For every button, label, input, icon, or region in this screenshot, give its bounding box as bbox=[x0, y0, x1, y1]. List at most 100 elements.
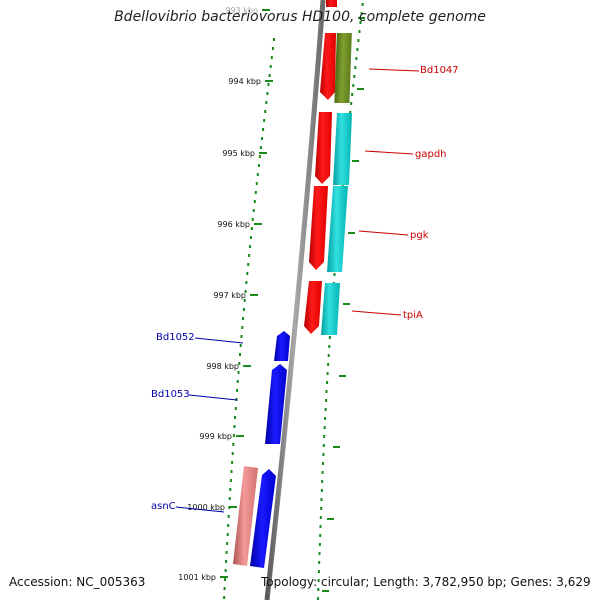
scale-dot bbox=[255, 182, 258, 185]
scale-dot bbox=[269, 65, 272, 68]
scale-tick-label: 996 kbp bbox=[217, 220, 250, 229]
gene-bd1047-arrow[interactable] bbox=[320, 33, 336, 100]
outer-dot bbox=[360, 12, 363, 15]
outer-dot bbox=[317, 588, 320, 591]
scale-tick-label: 998 kbp bbox=[206, 362, 239, 371]
scale-dot bbox=[265, 101, 268, 104]
scale-tick bbox=[265, 80, 273, 82]
leader-line-pgk bbox=[358, 230, 409, 236]
scale-dot bbox=[224, 569, 227, 572]
scale-dot bbox=[261, 137, 263, 140]
scale-dot bbox=[267, 83, 270, 86]
leader-line-bd1053 bbox=[188, 394, 238, 401]
outer-dot bbox=[350, 102, 353, 105]
gene-label-bd1053[interactable]: Bd1053 bbox=[151, 389, 190, 400]
gene-asnc-arrow[interactable] bbox=[250, 469, 276, 568]
outer-dot bbox=[318, 561, 321, 564]
outer-dot bbox=[318, 543, 321, 546]
outer-dot bbox=[323, 435, 326, 438]
gene-bd1052-arrow[interactable] bbox=[274, 331, 290, 361]
scale-dot bbox=[242, 308, 245, 311]
scale-dot bbox=[234, 416, 237, 419]
scale-dot bbox=[271, 47, 274, 50]
leader-line-bd1047 bbox=[368, 68, 420, 72]
gene-pgk-track bbox=[327, 186, 348, 272]
outer-dot bbox=[328, 345, 331, 348]
scale-dot bbox=[227, 524, 230, 527]
gene-label-pgk[interactable]: pgk bbox=[410, 230, 429, 241]
scale-dot bbox=[240, 335, 243, 338]
scale-dot bbox=[229, 488, 232, 491]
outer-tick bbox=[358, 17, 365, 19]
gene-bd1053-arrow[interactable] bbox=[265, 364, 287, 444]
outer-dot bbox=[317, 570, 320, 573]
outer-dot bbox=[349, 111, 352, 114]
scale-dot bbox=[248, 254, 251, 257]
scale-dot bbox=[239, 353, 241, 356]
outer-dot bbox=[358, 30, 361, 33]
outer-dot bbox=[322, 462, 324, 465]
outer-tick bbox=[322, 590, 329, 592]
scale-dot bbox=[268, 74, 271, 77]
outer-dot bbox=[320, 489, 323, 492]
outer-tick bbox=[348, 232, 355, 234]
gene-bd1047-track bbox=[334, 33, 352, 103]
scale-dot bbox=[243, 299, 246, 302]
outer-dot bbox=[353, 75, 356, 78]
scale-tick bbox=[262, 9, 270, 11]
outer-dot bbox=[326, 381, 329, 384]
gene-label-bd1047[interactable]: Bd1047 bbox=[420, 65, 459, 76]
scale-dot bbox=[270, 56, 273, 59]
scale-dot bbox=[226, 533, 229, 536]
scale-dot bbox=[249, 236, 252, 239]
gene-gapdh-arrow[interactable] bbox=[315, 112, 332, 184]
scale-dot bbox=[249, 245, 251, 248]
gene-label-asnc[interactable]: asnC bbox=[151, 501, 176, 512]
scale-dot bbox=[247, 263, 250, 266]
scale-tick-label: 995 kbp bbox=[222, 149, 255, 158]
outer-dot bbox=[324, 408, 327, 411]
outer-dot bbox=[352, 84, 355, 87]
scale-tick bbox=[243, 365, 251, 367]
scale-dot bbox=[246, 272, 249, 275]
gene-tpia-track bbox=[321, 283, 340, 335]
scale-dot bbox=[229, 479, 232, 482]
scale-tick-label: 1000 kbp bbox=[187, 503, 225, 512]
gene-label-bd1052[interactable]: Bd1052 bbox=[156, 332, 195, 343]
scale-tick bbox=[236, 435, 244, 437]
outer-dot bbox=[317, 597, 319, 600]
leader-line-asnc bbox=[175, 506, 225, 513]
outer-tick bbox=[339, 375, 346, 377]
outer-dot bbox=[355, 57, 358, 60]
gene-label-tpia[interactable]: tpiA bbox=[403, 310, 423, 321]
genome-backbone bbox=[264, 0, 326, 600]
leader-line-bd1052 bbox=[194, 337, 244, 344]
outer-tick bbox=[333, 446, 340, 448]
outer-dot bbox=[320, 507, 323, 510]
outer-tick bbox=[352, 160, 359, 162]
scale-dot bbox=[262, 128, 265, 131]
outer-tick bbox=[343, 303, 350, 305]
outer-dot bbox=[324, 417, 327, 420]
outer-dot bbox=[323, 426, 326, 429]
outer-dot bbox=[327, 363, 330, 366]
gene-pgk-arrow[interactable] bbox=[309, 186, 328, 270]
scale-tick-label: 1001 kbp bbox=[178, 573, 216, 582]
gene-tpia-arrow[interactable] bbox=[304, 281, 322, 334]
scale-dot bbox=[257, 164, 260, 167]
outer-dot bbox=[327, 354, 330, 357]
scale-dot bbox=[225, 560, 228, 563]
scale-dot bbox=[250, 227, 253, 230]
scale-dot bbox=[238, 362, 241, 365]
scale-tick-label: 999 kbp bbox=[199, 432, 232, 441]
scale-dot bbox=[251, 218, 254, 221]
scale-dot bbox=[226, 542, 229, 545]
gene-bd1047-top-fragment[interactable] bbox=[326, 0, 337, 7]
outer-dot bbox=[357, 39, 360, 42]
gene-label-gapdh[interactable]: gapdh bbox=[415, 149, 447, 160]
scale-dot bbox=[225, 551, 228, 554]
scale-tick bbox=[220, 576, 228, 578]
scale-dot bbox=[230, 470, 233, 473]
outer-dot bbox=[356, 48, 359, 51]
scale-dot bbox=[236, 389, 239, 392]
